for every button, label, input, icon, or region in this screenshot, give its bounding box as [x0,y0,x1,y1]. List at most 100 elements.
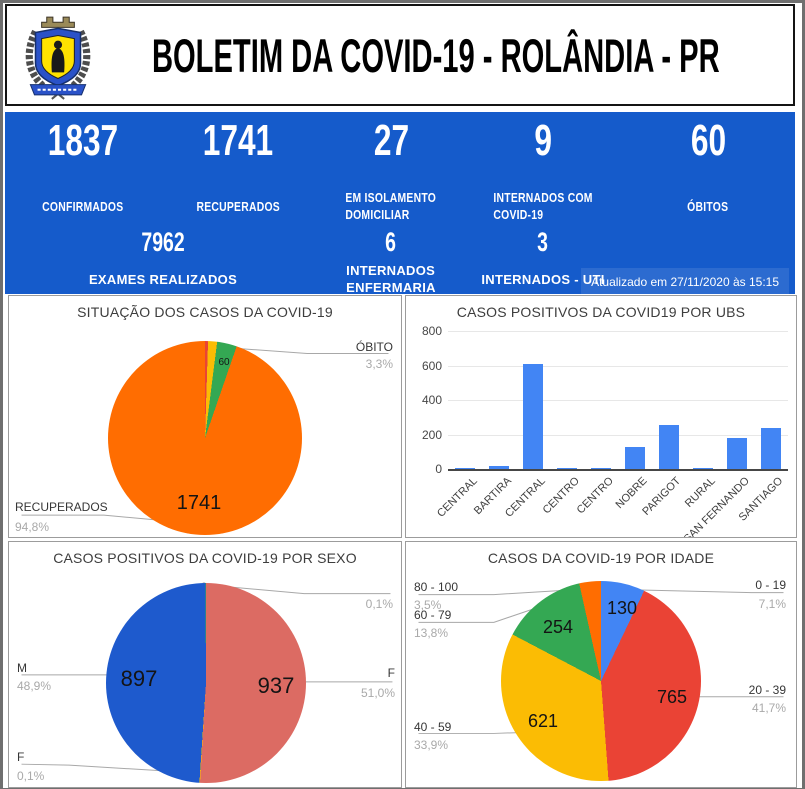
stat-value-3: 9 [467,116,619,165]
stat-label-text: INTERNADOS ENFERMARIA [346,263,436,295]
stat2-label-2: INTERNADOS - UTI [467,262,619,298]
panel-idade: CASOS DA COVID-19 POR IDADE 130 765 621 … [405,541,797,788]
panel-ubs-bar-chart: CASOS POSITIVOS DA COVID19 POR UBS 0 200 4… [405,295,797,538]
stat-value-text: 7962 [141,227,185,257]
panel-situacao: SITUAÇÃO DOS CASOS DA COVID-19 60 1741 Ó… [8,295,402,538]
page-title-text: BOLETIM DA COVID-19 - ROLÂNDIA - PR [152,28,720,82]
stat-label-text: ÓBITOS [687,198,729,214]
stat-value-text: 60 [690,116,726,165]
bar-san-fernando [727,438,747,469]
slice-pct-female-small: 0,1% [17,769,45,783]
slice-label-80-100: 80 - 100 [414,580,459,594]
bar-parigot [659,425,679,469]
stat-label-text: EM ISOLAMENTO DOMICILIAR [345,190,437,222]
slice-pct-20-39: 41,7% [751,701,786,715]
bar-central [523,364,543,469]
bar-nobre [625,447,645,469]
stat-label-0: CONFIRMADOS [5,190,161,224]
slice-pct-female: 51,0% [360,686,395,700]
slice-pct-recuperados: 94,8% [15,520,50,534]
chart-title-idade: CASOS DA COVID-19 POR IDADE [487,550,715,566]
y-axis-tick-200: 200 [421,427,442,442]
y-axis-tick-800: 800 [421,324,442,338]
city-crest-logo [25,16,91,100]
pie-idade [501,581,701,781]
stat-value-1: 1741 [161,116,315,165]
stat-label-text: INTERNADOS COM COVID-19 [493,190,593,222]
y-axis-tick-400: 400 [421,393,442,407]
gridline-200 [448,434,788,436]
bar-central [455,468,475,469]
stat2-value-2: 3 [467,227,619,257]
stat-value-text: 3 [537,227,549,257]
slice-value-male: 897 [120,666,158,691]
header: BOLETIM DA COVID-19 - ROLÂNDIA - PR [5,4,795,106]
crest-laurel-right [69,29,91,90]
slice-pct-male: 48,9% [17,679,52,693]
stat-label-2: EM ISOLAMENTO DOMICILIAR [315,190,467,224]
slice-value-female: 937 [257,673,295,698]
stat-label-text: RECUPERADOS [196,198,280,214]
slice-pct-0-19: 7,1% [758,597,786,611]
slice-label-20-39: 20 - 39 [748,683,786,697]
slice-pct-60-79: 13,8% [414,626,449,640]
stat-value-text: 6 [385,227,397,257]
stat-label-text: INTERNADOS - UTI [481,271,605,287]
bar-rural [693,468,713,469]
stat-label-4: ÓBITOS [619,190,797,224]
stat-value-text: 9 [534,116,552,165]
x-axis-line [448,469,788,471]
slice-label-0-19: 0 - 19 [755,578,786,592]
page-title: BOLETIM DA COVID-19 - ROLÂNDIA - PR [91,6,781,104]
chart-title-ubs: CASOS POSITIVOS DA COVID19 POR UBS [456,304,746,320]
stat-value-2: 27 [315,116,467,165]
stat2-value-1: 6 [315,227,467,257]
bar-centro [591,468,611,469]
stat2-label-0: EXAMES REALIZADOS [63,262,263,298]
slice-pct-40-59: 33,9% [414,738,449,752]
stat-label-text: CONFIRMADOS [42,198,124,214]
slice-value-60-79: 254 [542,617,574,637]
stat-value-0: 1837 [5,116,161,165]
slice-label-female: F [387,666,395,680]
gridline-600 [448,365,788,367]
chart-title-situacao: SITUAÇÃO DOS CASOS DA COVID-19 [77,304,333,320]
y-axis-tick-0: 0 [435,462,442,476]
stat-label-3: INTERNADOS COM COVID-19 [467,190,619,224]
slice-label-recuperados: RECUPERADOS [15,500,108,514]
stat-label-text: EXAMES REALIZADOS [88,271,238,287]
slice-value-obitos: 60 [218,357,230,368]
crest-figure-head [53,40,63,49]
slice-label-female-small: F [17,750,25,764]
crest-figure-body [51,47,65,73]
stat-value-text: 27 [373,116,409,165]
bar-plot-area: 0 200 400 600 800 CENTRAL BARTIRA CENTRAL CENTRO… [406,296,796,537]
panel-sexo: CASOS POSITIVOS DA COVID-19 POR SEXO 897… [8,541,402,788]
slice-label-60-79: 60 - 79 [414,608,452,622]
slice-label-obito: ÓBITO [355,340,393,354]
bar-santiago [761,428,781,469]
updated-timestamp: Atualizado em 27/11/2020 às 15:15 [581,268,789,296]
slice-label-male: M [17,661,27,675]
stat-value-text: 1741 [202,116,274,165]
pie-sexo [106,583,306,783]
bar-centro [557,468,577,469]
y-axis-tick-600: 600 [421,358,442,373]
chart-title-sexo: CASOS POSITIVOS DA COVID-19 POR SEXO [53,550,357,566]
slice-value-20-39: 765 [656,687,688,707]
slice-pct-80-100: 3,5% [414,598,442,612]
stat-value-text: 1837 [47,116,119,165]
stat2-label-1: INTERNADOS ENFERMARIA [315,262,467,298]
stats-banner: Atualizado em 27/11/2020 às 15:15 1837 CO… [5,112,797,296]
x-axis-label-0: CENTRAL [434,475,480,520]
crest-laurel-left [25,29,47,90]
slice-label-40-59: 40 - 59 [414,720,452,734]
slice-pct-top-small: 0,1% [365,597,393,611]
stat-value-4: 60 [619,116,797,165]
crest-crown [41,16,75,28]
gridline-800 [448,331,788,332]
pie-situacao [108,341,302,535]
stat2-value-0: 7962 [63,227,263,257]
slice-value-40-59: 621 [527,711,559,731]
